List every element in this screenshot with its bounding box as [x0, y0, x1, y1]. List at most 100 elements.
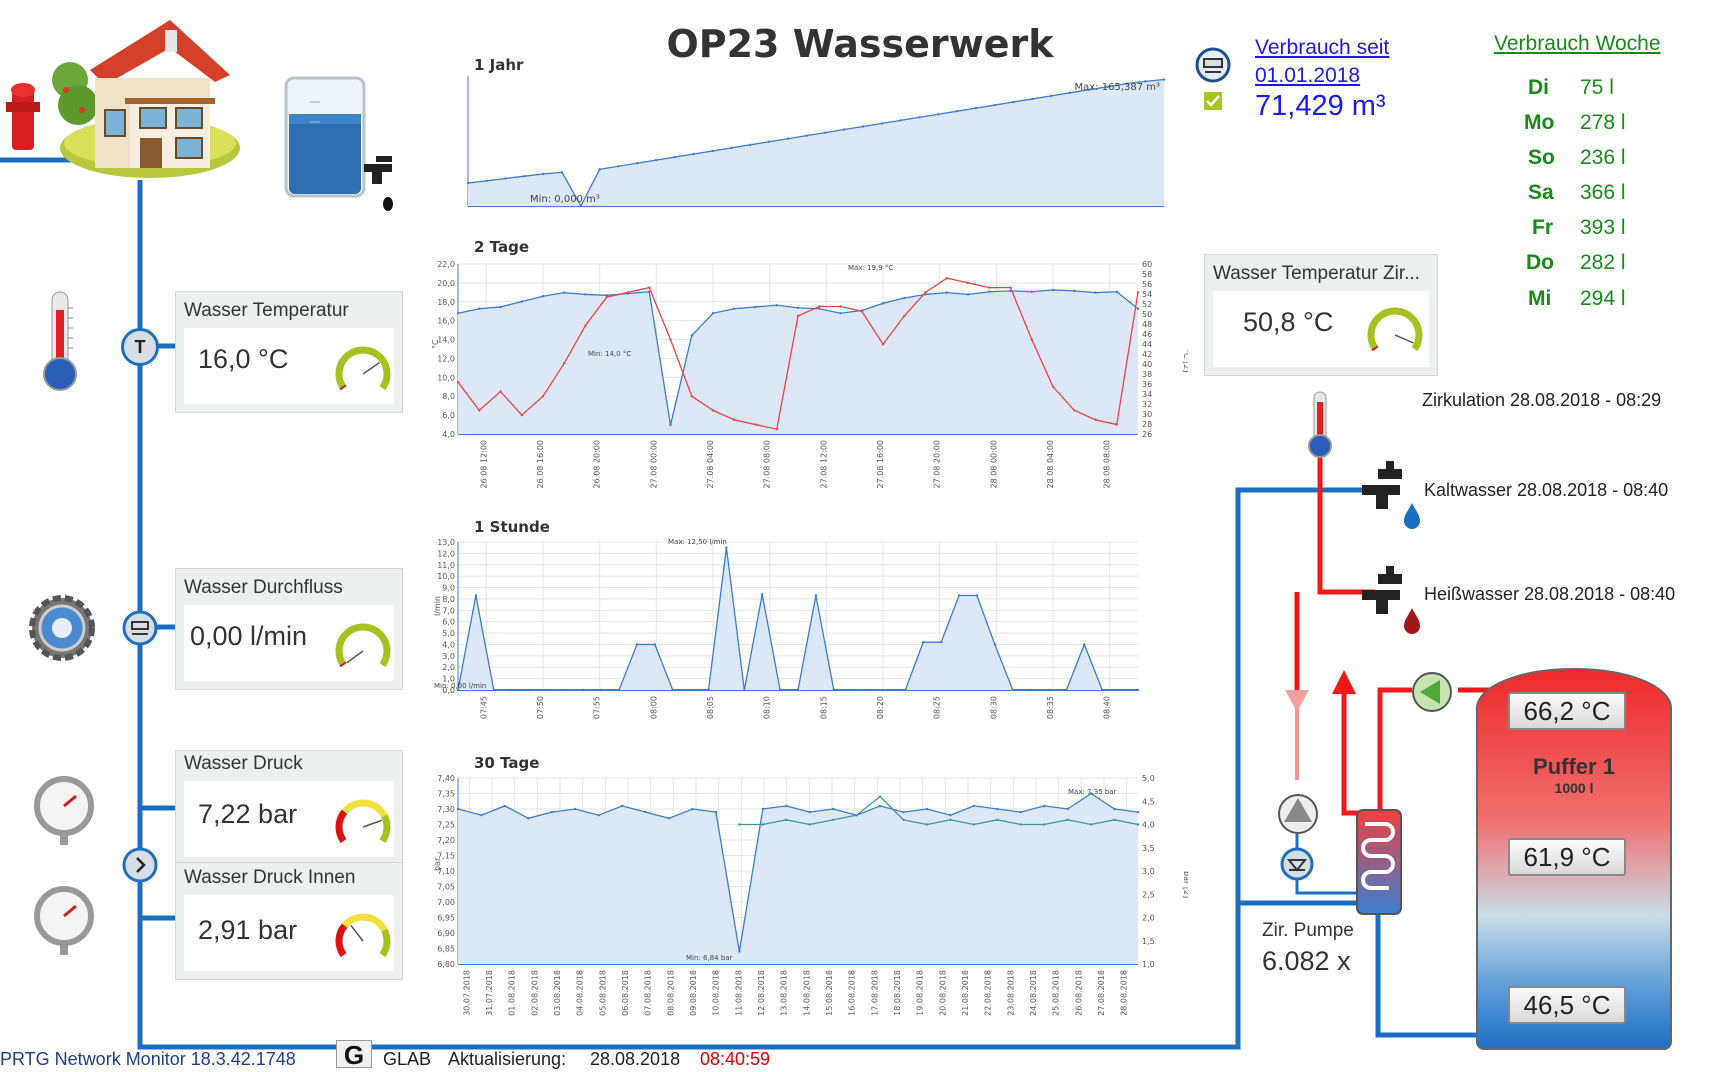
- x-tick-label: 18.08.2018: [893, 970, 902, 1016]
- data-point: [1030, 290, 1033, 293]
- x-tick-label: 25.08.2018: [1052, 970, 1061, 1016]
- data-point: [796, 306, 800, 310]
- data-point: [1047, 688, 1050, 692]
- card-wasser-druck-innen[interactable]: Wasser Druck Innen 2,91 bar: [175, 862, 403, 980]
- x-tick-label: 26.08 20:00: [593, 440, 602, 489]
- card-body: [1213, 291, 1429, 367]
- data-point: [1136, 688, 1140, 692]
- gauge-dial-icon: [335, 799, 391, 844]
- footer-update-date: 28.08.2018: [590, 1049, 681, 1069]
- y2-tick-label: 30: [1142, 410, 1152, 419]
- card-label: Wasser Druck: [184, 753, 303, 774]
- gauge-needle: [346, 650, 364, 664]
- data-point: [796, 688, 800, 692]
- y2-tick-label: 2,5: [1142, 890, 1155, 899]
- card-wasser-temperatur[interactable]: Wasser Temperatur 16,0 °C: [175, 291, 403, 413]
- x-tick-label: 27.08 16:00: [876, 440, 885, 489]
- chart-30tage[interactable]: 7,40 7,35 7,30 7,25 7,20 7,15 7,10 7,05 7,00 6,95…: [428, 770, 1188, 1022]
- data-point: [785, 804, 788, 808]
- data-point: [886, 688, 889, 692]
- x-tick-label: 08:15: [819, 696, 828, 719]
- week-day: Fr: [1532, 216, 1553, 239]
- data-point: [937, 113, 940, 116]
- chevron-right-icon[interactable]: [121, 846, 159, 884]
- footer-logo-text: GLAB: [383, 1049, 432, 1069]
- data-point: [669, 423, 672, 427]
- data-point: [808, 810, 811, 814]
- week-list: Di 75 l Mo 278 l So 236 l Sa 366 l Fr 39…: [0, 0, 1710, 320]
- week-day: Mi: [1528, 287, 1552, 310]
- series-area: [458, 547, 1138, 690]
- data-point: [1009, 286, 1012, 289]
- y2-tick-label: 3,0: [1142, 867, 1155, 876]
- x-tick-label: 08:40: [1103, 696, 1112, 719]
- y2-tick-label: 42: [1142, 350, 1152, 359]
- data-point: [667, 817, 671, 820]
- glab-logo-icon: G: [336, 1040, 372, 1069]
- data-point: [814, 594, 818, 597]
- data-point: [738, 823, 741, 826]
- data-point: [839, 305, 842, 308]
- series-line: [457, 792, 1139, 952]
- y-tick-label: 6,85: [437, 945, 455, 954]
- card-value: 7,22 bar: [198, 799, 298, 829]
- x-tick-label: 28.08 00:00: [989, 440, 998, 489]
- data-point: [1083, 643, 1086, 646]
- data-point: [528, 688, 531, 692]
- data-point: [1115, 423, 1118, 426]
- card-wasser-durchfluss[interactable]: Wasser Durchfluss 0,00 l/min: [175, 568, 403, 690]
- data-point: [485, 179, 489, 182]
- data-point: [903, 314, 906, 318]
- x-tick-label: 07.08.2018: [644, 970, 653, 1016]
- circulation-pump-icon[interactable]: [1276, 792, 1320, 836]
- data-point: [546, 688, 549, 692]
- data-point: [474, 594, 478, 597]
- data-point: [868, 688, 871, 692]
- data-point: [738, 950, 741, 953]
- x-tick-label: 07:55: [593, 696, 602, 719]
- data-point: [564, 688, 567, 692]
- card-wasser-druck[interactable]: Wasser Druck 7,22 bar: [175, 750, 403, 864]
- consumption-link[interactable]: Verbrauch seit 01.01.2018: [1255, 34, 1389, 90]
- buffer-pump-icon[interactable]: [1410, 670, 1454, 714]
- y-tick-label: 4,0: [442, 640, 455, 649]
- chart-annotation: Max: 165,387 m³: [1074, 82, 1160, 93]
- consumption-link-line2[interactable]: 01.01.2018: [1255, 64, 1361, 87]
- chart-1stunde[interactable]: 13,0 12,0 11,0 10,0 9,0 8,0 7,0 6,0 5,0 4,0 3,0 2,0…: [428, 534, 1188, 740]
- chart-2tage[interactable]: 22,020,018,016,014,012,010,08,06,04,0605…: [428, 254, 1188, 504]
- consumption-link-line1[interactable]: Verbrauch seit: [1255, 36, 1390, 59]
- data-point: [881, 302, 885, 305]
- chart-1jahr[interactable]: Max: 165,387 m³ Min: 0,000 m³: [460, 72, 1170, 212]
- card-value: 16,0 °C: [198, 344, 289, 374]
- data-point: [996, 807, 999, 811]
- data-point: [503, 804, 507, 808]
- card-wasser-temperatur-zirkulation[interactable]: Wasser Temperatur Zir... 50,8 °C: [1204, 254, 1438, 376]
- checkbox-icon[interactable]: [1203, 91, 1223, 111]
- flow-hub-icon[interactable]: [121, 609, 159, 647]
- x-tick-label: 28.08.2018: [1120, 970, 1129, 1016]
- temperature-hub-icon[interactable]: T: [121, 328, 159, 366]
- flow-gear-icon: [29, 595, 95, 661]
- x-tick-label: 12.08.2018: [757, 970, 766, 1016]
- data-point: [1031, 97, 1034, 101]
- x-tick-label: 23.08.2018: [1006, 970, 1015, 1016]
- data-point: [850, 688, 853, 692]
- week-value: 236 l: [1580, 146, 1626, 169]
- y2-tick-label: 1,5: [1142, 937, 1155, 946]
- data-point: [563, 361, 566, 365]
- data-point: [626, 291, 630, 294]
- data-point: [1113, 807, 1116, 811]
- footer-app-name[interactable]: PRTG Network Monitor 18.3.42.1748: [0, 1049, 296, 1069]
- data-point: [1089, 823, 1093, 826]
- x-tick-label: 14.08.2018: [802, 970, 811, 1016]
- y-tick-label: 0,0: [442, 686, 455, 695]
- x-tick-label: 24.08.2018: [1029, 970, 1038, 1016]
- data-point: [654, 158, 658, 162]
- y-tick-label: 6,0: [442, 411, 455, 420]
- series-line: [739, 795, 1139, 826]
- week-title-link[interactable]: Verbrauch Woche: [1494, 32, 1661, 55]
- footer-update-label: Aktualisierung:: [448, 1049, 567, 1069]
- y-tick-label: 7,40: [437, 774, 455, 783]
- y-tick-label: 7,05: [437, 883, 455, 892]
- x-tick-label: 27.08 04:00: [706, 440, 715, 489]
